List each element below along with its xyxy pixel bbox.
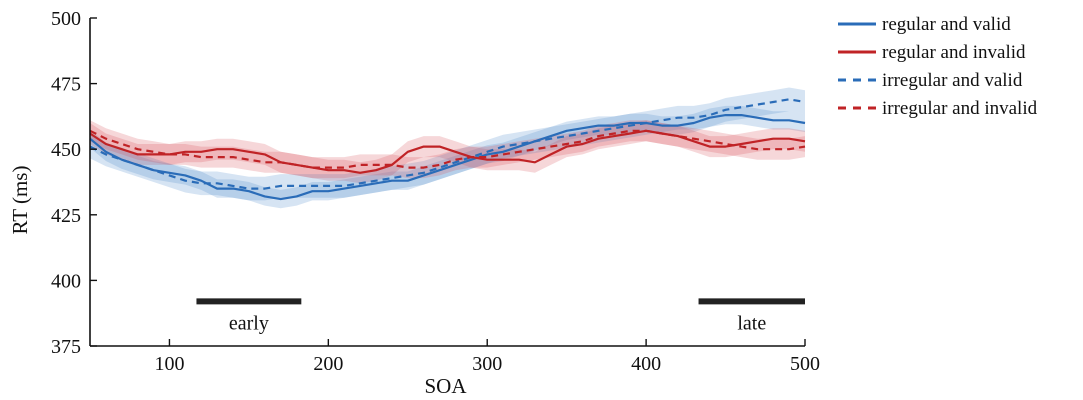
y-tick-label: 450 [51, 139, 81, 161]
series-lines [89, 98, 806, 201]
legend-label-3: irregular and valid [882, 70, 1023, 91]
legend-label-2: regular and invalid [882, 42, 1026, 63]
y-axis-label: RT (ms) [8, 166, 32, 235]
confidence-band-2 [90, 120, 805, 184]
x-tick-label: 400 [631, 353, 661, 375]
confidence-bands [90, 87, 805, 209]
y-ticks: 375 400 425 450 475 500 [51, 8, 97, 358]
y-tick-label: 500 [51, 8, 81, 30]
window-label-early: early [229, 312, 269, 334]
legend-label-1: regular and valid [882, 14, 1011, 35]
confidence-band-3 [90, 87, 805, 201]
y-tick-label: 475 [51, 74, 81, 96]
series-line-3 [89, 98, 806, 190]
x-tick-label: 500 [790, 353, 820, 375]
legend-label-4: irregular and invalid [882, 98, 1038, 119]
legend: regular and valid regular and invalid irre… [838, 14, 1038, 119]
x-axis-label: SOA [424, 374, 467, 398]
series-line-2 [89, 129, 806, 174]
x-ticks: 100 200 300 400 500 [154, 339, 820, 375]
series-line-1 [89, 113, 806, 201]
x-tick-label: 300 [472, 353, 502, 375]
x-tick-label: 100 [154, 353, 184, 375]
axes: 375 400 425 450 475 500 100 200 300 400 500 SOA R… [8, 8, 820, 398]
y-tick-label: 425 [51, 205, 81, 227]
time-windows: early late [196, 298, 805, 334]
x-tick-label: 200 [313, 353, 343, 375]
series-line-4 [89, 129, 806, 169]
y-tick-label: 375 [51, 336, 81, 358]
y-tick-label: 400 [51, 270, 81, 292]
window-label-late: late [737, 312, 766, 334]
